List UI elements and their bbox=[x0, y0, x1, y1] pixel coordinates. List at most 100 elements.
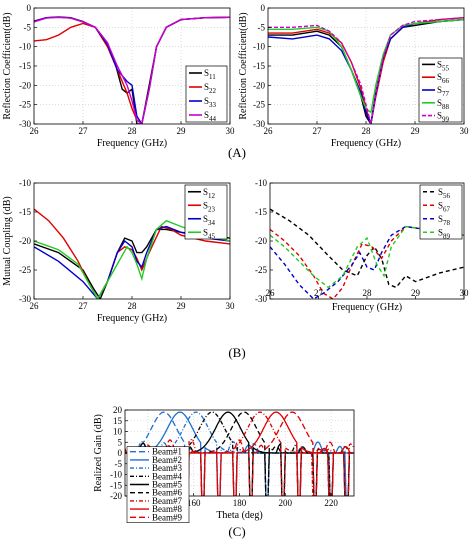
y-tick-label: -25 bbox=[253, 100, 265, 110]
y-tick-label: -10 bbox=[110, 470, 122, 480]
x-tick-label: 220 bbox=[324, 498, 338, 508]
legend-label: S45 bbox=[203, 227, 216, 240]
y-tick-label: -25 bbox=[19, 100, 31, 110]
x-axis-label: Theta (deg) bbox=[216, 510, 262, 521]
y-tick-label: -20 bbox=[19, 236, 31, 246]
legend-label: S66 bbox=[437, 72, 450, 85]
legend-label: S78 bbox=[438, 214, 451, 227]
y-tick-label: -25 bbox=[255, 265, 267, 275]
legend-label: S23 bbox=[203, 200, 216, 213]
x-tick-label: 30 bbox=[226, 301, 236, 311]
y-tick-label: -15 bbox=[19, 207, 31, 217]
x-tick-label: 27 bbox=[314, 288, 324, 298]
y-tick-label: -15 bbox=[110, 480, 122, 490]
x-tick-label: 26 bbox=[30, 301, 40, 311]
y-tick-label: -5 bbox=[258, 22, 266, 32]
plot-reflection-left: 26 27 28 29 30 0 -5 -10 -15 -20 -25 -30 Frequency (G… bbox=[2, 3, 235, 149]
y-tick-label: 0 bbox=[27, 3, 32, 13]
y-tick-label: -5 bbox=[24, 22, 32, 32]
y-tick-label: -20 bbox=[255, 236, 267, 246]
x-tick-label: 27 bbox=[313, 126, 323, 136]
y-tick-label: 10 bbox=[113, 427, 123, 437]
y-axis-label: Reflection Coefficient(dB) bbox=[2, 12, 13, 119]
series-group bbox=[270, 208, 464, 299]
x-tick-label: 28 bbox=[128, 126, 138, 136]
legend-label: Beam#7 bbox=[152, 496, 182, 506]
series-line-s55 bbox=[268, 18, 464, 124]
y-tick-label: -10 bbox=[19, 178, 31, 188]
panel-label-c: (C) bbox=[228, 524, 245, 539]
y-tick-label: -10 bbox=[253, 42, 265, 52]
series-line-s34 bbox=[34, 225, 230, 299]
series-line-beam7 bbox=[125, 411, 354, 496]
legend-label: Beam#6 bbox=[152, 488, 182, 498]
plot-coupling-right: 26 27 28 29 30 -10 -15 -20 -25 -30 Frequency (GHz)… bbox=[255, 178, 469, 313]
x-axis-label: Frequency (GHz) bbox=[331, 138, 401, 149]
legend-label: Beam#1 bbox=[152, 447, 182, 457]
legend-label: S67 bbox=[438, 200, 451, 213]
panel-label-b: (B) bbox=[228, 345, 245, 360]
y-tick-label: -20 bbox=[19, 80, 31, 90]
y-axis-label: Reflection Coefficient(dB) bbox=[238, 12, 249, 119]
series-line-s12 bbox=[34, 228, 230, 299]
x-tick-label: 28 bbox=[363, 288, 373, 298]
y-tick-label: -20 bbox=[253, 80, 265, 90]
series-group bbox=[268, 17, 464, 124]
x-axis-label: Frequency (GHz) bbox=[97, 313, 167, 324]
legend-label: Beam#9 bbox=[152, 512, 182, 522]
legend-box bbox=[185, 65, 228, 123]
y-tick-label: -10 bbox=[255, 178, 267, 188]
y-axis-label: Mutual Coupling (dB) bbox=[2, 196, 13, 285]
legend: Beam#1Beam#2Beam#3Beam#4Beam#5Beam#6Beam… bbox=[126, 446, 190, 524]
legend-label: S89 bbox=[438, 227, 451, 240]
legend-label: S11 bbox=[204, 68, 216, 81]
series-line-s89 bbox=[270, 225, 464, 289]
legend-label: S22 bbox=[204, 82, 217, 95]
y-tick-label: -5 bbox=[115, 459, 123, 469]
legend-label: Beam#3 bbox=[152, 463, 182, 473]
legend-box bbox=[184, 184, 228, 240]
series-group bbox=[34, 16, 230, 124]
legend-label: S34 bbox=[203, 214, 216, 227]
plot-reflection-right: 26 27 28 29 30 0 -5 -10 -15 -20 -25 -30 Frequency (G… bbox=[238, 3, 469, 149]
y-tick-label: -15 bbox=[255, 207, 267, 217]
x-tick-label: 28 bbox=[362, 126, 372, 136]
y-tick-label: -30 bbox=[19, 119, 31, 129]
series-line-s44 bbox=[34, 16, 230, 124]
x-tick-label: 30 bbox=[460, 126, 470, 136]
plot-realized-gain: 14016018020022020151050-5-10-15-20Theta … bbox=[93, 405, 355, 524]
y-tick-label: 15 bbox=[113, 416, 123, 426]
x-tick-label: 26 bbox=[264, 126, 274, 136]
series-line-s88 bbox=[268, 18, 464, 114]
x-tick-label: 29 bbox=[411, 126, 421, 136]
legend-label: Beam#4 bbox=[152, 471, 182, 481]
y-tick-label: -15 bbox=[19, 61, 31, 71]
x-tick-label: 28 bbox=[128, 301, 138, 311]
y-tick-label: -20 bbox=[110, 491, 122, 501]
series-group bbox=[34, 208, 230, 299]
y-tick-label: -30 bbox=[255, 294, 267, 304]
y-tick-label: 0 bbox=[261, 3, 266, 13]
legend-label: Beam#5 bbox=[152, 480, 182, 490]
x-tick-label: 29 bbox=[177, 126, 187, 136]
series-line-s45 bbox=[34, 219, 230, 299]
legend-label: S44 bbox=[204, 110, 217, 123]
panel-label-a: (A) bbox=[228, 145, 246, 160]
x-axis-label: Frequency (GHz) bbox=[332, 302, 402, 313]
legend-label: S56 bbox=[438, 187, 451, 200]
x-tick-label: 160 bbox=[187, 498, 201, 508]
y-tick-label: 0 bbox=[118, 448, 123, 458]
x-tick-label: 30 bbox=[460, 288, 470, 298]
x-tick-label: 29 bbox=[411, 288, 421, 298]
x-tick-label: 180 bbox=[233, 498, 247, 508]
y-tick-label: -10 bbox=[19, 42, 31, 52]
x-tick-label: 27 bbox=[79, 126, 89, 136]
x-tick-label: 200 bbox=[279, 498, 293, 508]
legend-box bbox=[419, 184, 463, 240]
